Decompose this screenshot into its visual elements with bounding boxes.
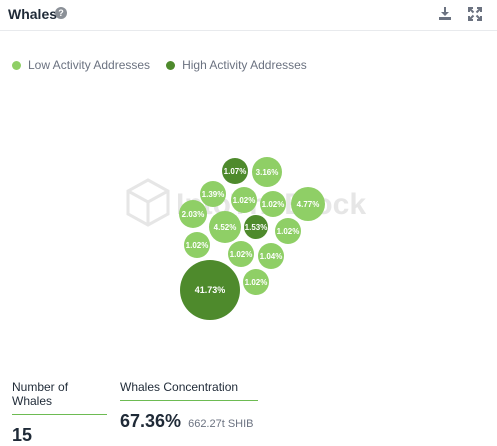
bubble[interactable] [244,215,268,239]
help-icon[interactable]: ? [55,7,67,19]
bubble-label: 1.02% [230,250,253,259]
bubble-label: 41.73% [195,285,226,295]
bubble-label: 1.53% [245,223,268,232]
bubble[interactable] [209,211,241,243]
concentration-percent: 67.36% [120,411,182,431]
bubble-label: 1.02% [186,241,209,250]
watermark-logo-icon [126,178,170,227]
stat-number-of-whales: Number of Whales 15 [12,380,107,446]
bubble-label: 4.52% [214,223,237,232]
legend-item-low-activity[interactable]: Low Activity Addresses [12,58,150,72]
bubble[interactable] [184,232,210,258]
bubble-label: 1.02% [245,278,268,287]
legend-dot-low [12,60,21,70]
bubble-chart: IntoTheBlock 1.07%3.16%1.39%1.02%1.02%4.… [126,157,366,320]
bubble-label: 3.16% [256,168,279,177]
bubble-label: 1.02% [277,227,300,236]
bubble[interactable] [258,243,284,269]
stat-divider [120,400,258,401]
bubble-label: 1.02% [233,196,256,205]
bubble-label: 1.07% [224,167,247,176]
widget-header: Whales ? [0,0,497,31]
expand-icon[interactable] [467,6,483,22]
legend-item-high-activity[interactable]: High Activity Addresses [166,58,307,72]
legend-label-high: High Activity Addresses [182,58,307,72]
stat-value-concentration: 67.36% 662.27t SHIB [120,411,258,432]
legend-label-low: Low Activity Addresses [28,58,151,72]
stat-whales-concentration: Whales Concentration 67.36% 662.27t SHIB [120,380,258,432]
bubble[interactable] [275,218,301,244]
stat-label-concentration: Whales Concentration [120,380,239,394]
bubble[interactable] [179,200,207,228]
chart-legend: Low Activity Addresses High Activity Add… [12,57,323,73]
stat-value-whales: 15 [12,425,33,445]
bubble[interactable] [252,157,282,187]
stat-label-whales: Number of Whales [12,380,69,408]
bubble[interactable] [243,269,269,295]
bubble-label: 1.04% [260,252,283,261]
bubble[interactable] [260,191,286,217]
bubble-label: 4.77% [297,200,320,209]
bubble[interactable] [228,241,254,267]
bubble-label: 1.02% [262,200,285,209]
bubble[interactable] [200,181,226,207]
widget-title: Whales [8,6,58,22]
download-icon[interactable] [437,6,453,22]
bubble[interactable] [231,187,257,213]
bubble[interactable] [222,158,248,184]
concentration-amount: 662.27t SHIB [188,418,254,430]
stat-divider [12,414,107,415]
legend-dot-high [166,60,176,70]
bubble-label: 2.03% [182,210,205,219]
bubble[interactable] [180,260,240,320]
bubble-label: 1.39% [202,190,225,199]
bubble[interactable] [291,187,325,221]
